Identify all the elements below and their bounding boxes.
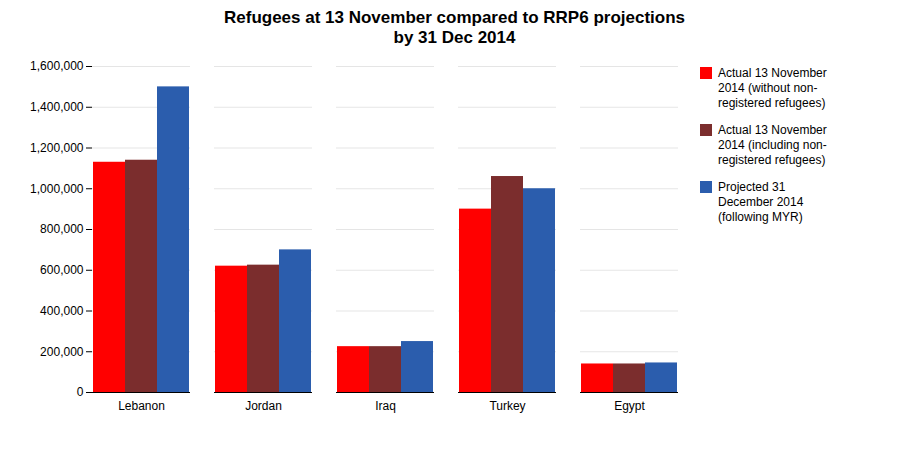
svg-text:600,000: 600,000	[40, 263, 84, 277]
html-text:Actual 13 November 2014 (witho: Actual 13 November 2014 (without non- re…	[718, 66, 827, 110]
svg-text:1,000,000: 1,000,000	[30, 182, 84, 196]
svg-text:1,400,000: 1,400,000	[30, 100, 84, 114]
svg-text:0: 0	[77, 385, 84, 399]
html-text:Projected 31 December 2014 (fo: Projected 31 December 2014 (following MY…	[718, 180, 804, 224]
svg-text:400,000: 400,000	[40, 304, 84, 318]
html-text:Refugees at 13 November compar: Refugees at 13 November compared to RRP6…	[224, 8, 685, 47]
svg-text:Iraq: Iraq	[375, 399, 396, 413]
svg-text:Lebanon: Lebanon	[118, 399, 165, 413]
html-text:Actual 13 November 2014 (inclu: Actual 13 November 2014 (including non- …	[718, 123, 827, 167]
svg-text:800,000: 800,000	[40, 222, 84, 236]
svg-text:200,000: 200,000	[40, 345, 84, 359]
svg-text:Egypt: Egypt	[614, 399, 645, 413]
svg-text:1,200,000: 1,200,000	[30, 141, 84, 155]
svg-text:Jordan: Jordan	[245, 399, 282, 413]
svg-text:Turkey: Turkey	[489, 399, 525, 413]
svg-text:1,600,000: 1,600,000	[30, 59, 84, 73]
